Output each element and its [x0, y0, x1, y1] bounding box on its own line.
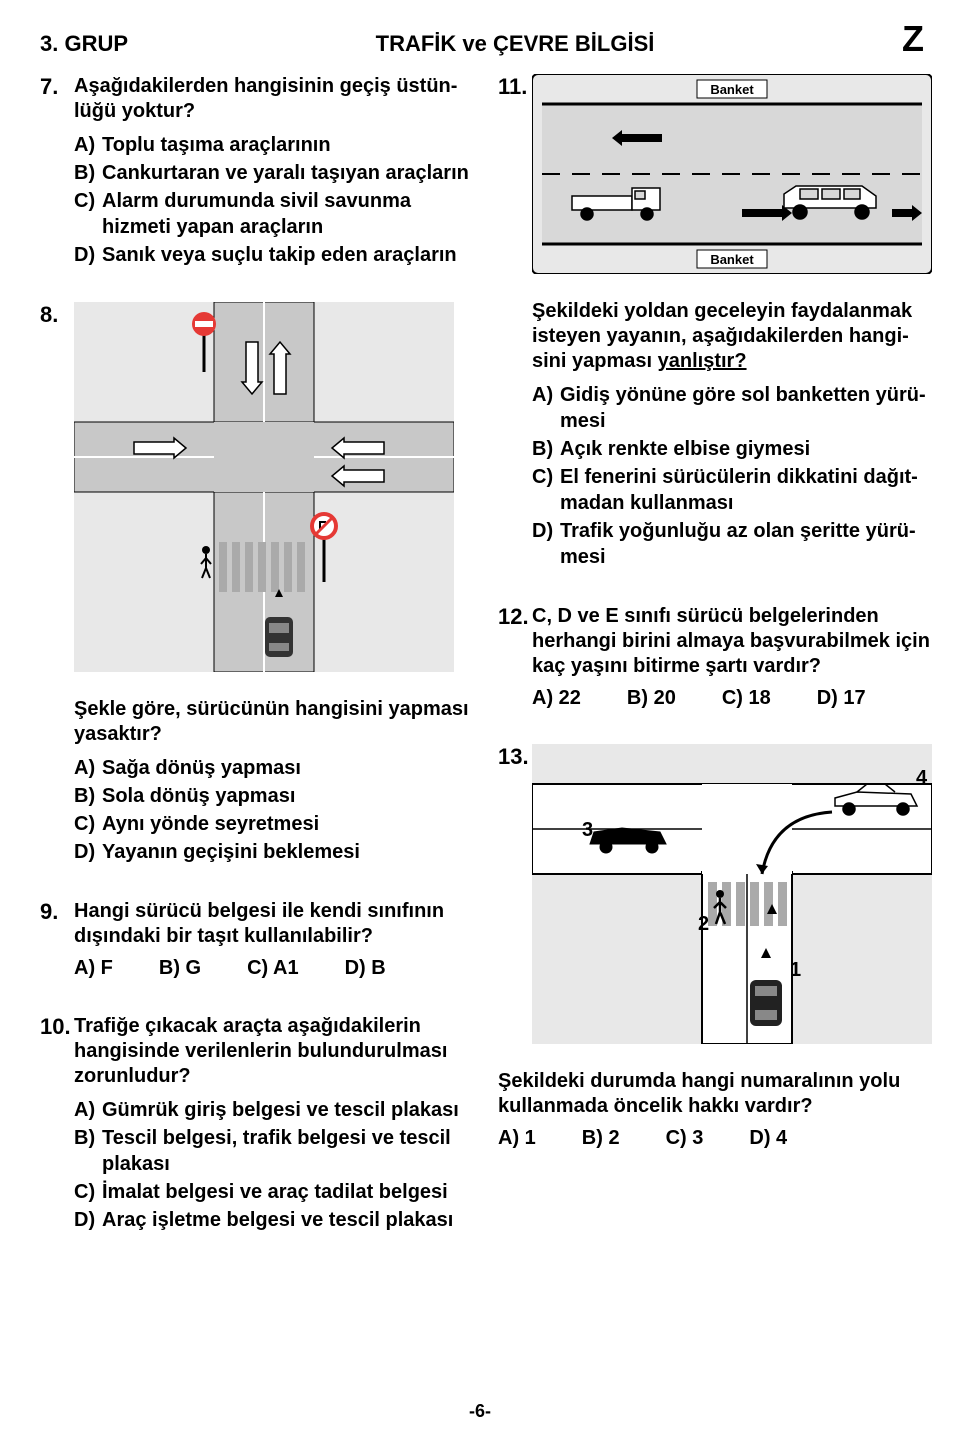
q10-number: 10.: [40, 1014, 74, 1040]
q8-opt-a: Sağa dönüş yapması: [102, 755, 478, 781]
opt-letter: B): [532, 436, 560, 462]
q9-opt-b: B) G: [159, 957, 201, 980]
q12-opt-b: B) 20: [627, 687, 676, 710]
question-8: 8.: [40, 302, 478, 865]
opt-letter: C): [74, 811, 102, 837]
svg-text:Banket: Banket: [710, 252, 754, 267]
question-9: 9. Hangi sürücü belgesi ile kendi sınıfı…: [40, 899, 478, 980]
opt-letter: A): [74, 132, 102, 158]
q11-opt-d: Trafik yoğunluğu az olan şeritte yürü-me…: [560, 518, 932, 570]
opt-letter: D): [74, 242, 102, 268]
q11-stem: Şekildeki yoldan geceleyin faydalanmak i…: [532, 299, 932, 374]
opt-letter: D): [532, 518, 560, 570]
q9-opt-c: C) A1: [247, 957, 298, 980]
svg-text:2: 2: [698, 913, 709, 935]
q11-opt-a: Gidiş yönüne göre sol banketten yürü-mes…: [560, 382, 932, 434]
svg-text:3: 3: [582, 819, 593, 841]
q7-text: Aşağıdakilerden hangisinin geçiş üstün-l…: [74, 74, 478, 124]
q8-figure: [74, 302, 478, 679]
q10-text: Trafiğe çıkacak araçta aşağıdakilerin ha…: [74, 1014, 478, 1089]
q10-opt-c: İmalat belgesi ve araç tadilat belgesi: [102, 1179, 478, 1205]
q11-number: 11.: [498, 74, 532, 100]
q13-stem: Şekildeki durumda hangi numaralının yolu…: [498, 1069, 932, 1119]
opt-letter: C): [74, 188, 102, 240]
opt-letter: B): [74, 783, 102, 809]
q8-opt-d: Yayanın geçişini beklemesi: [102, 839, 478, 865]
opt-letter: D): [74, 839, 102, 865]
question-7: 7. Aşağıdakilerden hangisinin geçiş üstü…: [40, 74, 478, 268]
q12-number: 12.: [498, 604, 532, 630]
q7-opt-a: Toplu taşıma araçlarının: [102, 132, 478, 158]
question-10: 10. Trafiğe çıkacak araçta aşağıdakileri…: [40, 1014, 478, 1233]
q9-opt-d: D) B: [345, 957, 386, 980]
q8-number: 8.: [40, 302, 74, 328]
q7-opt-c: Alarm durumunda sivil savunma hizmeti ya…: [102, 188, 478, 240]
q13-opt-a: A) 1: [498, 1127, 536, 1150]
q8-opt-c: Aynı yönde seyretmesi: [102, 811, 478, 837]
q12-opt-c: C) 18: [722, 687, 771, 710]
q8-opt-b: Sola dönüş yapması: [102, 783, 478, 809]
question-13: 13.: [498, 744, 932, 1150]
header-right: Z: [902, 18, 932, 60]
opt-letter: A): [74, 1097, 102, 1123]
page-number: -6-: [469, 1401, 491, 1422]
q10-opt-a: Gümrük giriş belgesi ve tescil plakası: [102, 1097, 478, 1123]
q11-opt-c: El fenerini sürücülerin dikkatini dağıt-…: [560, 464, 932, 516]
opt-letter: B): [74, 1125, 102, 1177]
opt-letter: B): [74, 160, 102, 186]
q9-opt-a: A) F: [74, 957, 113, 980]
opt-letter: D): [74, 1207, 102, 1233]
opt-letter: C): [532, 464, 560, 516]
question-12: 12. C, D ve E sınıfı sürücü belgelerinde…: [498, 604, 932, 710]
svg-text:4: 4: [916, 767, 928, 789]
q7-number: 7.: [40, 74, 74, 100]
q13-figure: 3 4 2: [532, 744, 932, 1051]
q11-opt-b: Açık renkte elbise giymesi: [560, 436, 932, 462]
q9-text: Hangi sürücü belgesi ile kendi sınıfının…: [74, 899, 478, 949]
svg-text:1: 1: [790, 959, 801, 981]
q7-opt-d: Sanık veya suçlu takip eden araçların: [102, 242, 478, 268]
q12-opt-a: A) 22: [532, 687, 581, 710]
q13-opt-b: B) 2: [582, 1127, 620, 1150]
q12-text: C, D ve E sınıfı sürücü belgelerinden he…: [532, 604, 932, 679]
opt-letter: C): [74, 1179, 102, 1205]
q10-opt-b: Tescil belgesi, trafik belgesi ve tescil…: [102, 1125, 478, 1177]
q13-opt-d: D) 4: [749, 1127, 787, 1150]
header-left: 3. GRUP: [40, 31, 128, 57]
page-header: 3. GRUP TRAFİK ve ÇEVRE BİLGİSİ Z: [40, 18, 932, 60]
q13-opt-c: C) 3: [666, 1127, 704, 1150]
q9-number: 9.: [40, 899, 74, 925]
q8-stem: Şekle göre, sürücünün hangisini yapması …: [74, 697, 478, 747]
opt-letter: A): [74, 755, 102, 781]
question-11: 11. Banket Banket: [498, 74, 932, 570]
svg-text:Banket: Banket: [710, 82, 754, 97]
q11-figure: Banket Banket: [532, 74, 932, 281]
q7-opt-b: Cankurtaran ve yaralı taşıyan araçların: [102, 160, 478, 186]
header-center: TRAFİK ve ÇEVRE BİLGİSİ: [128, 31, 902, 57]
opt-letter: A): [532, 382, 560, 434]
q13-number: 13.: [498, 744, 532, 770]
q10-opt-d: Araç işletme belgesi ve tescil plakası: [102, 1207, 478, 1233]
q12-opt-d: D) 17: [817, 687, 866, 710]
